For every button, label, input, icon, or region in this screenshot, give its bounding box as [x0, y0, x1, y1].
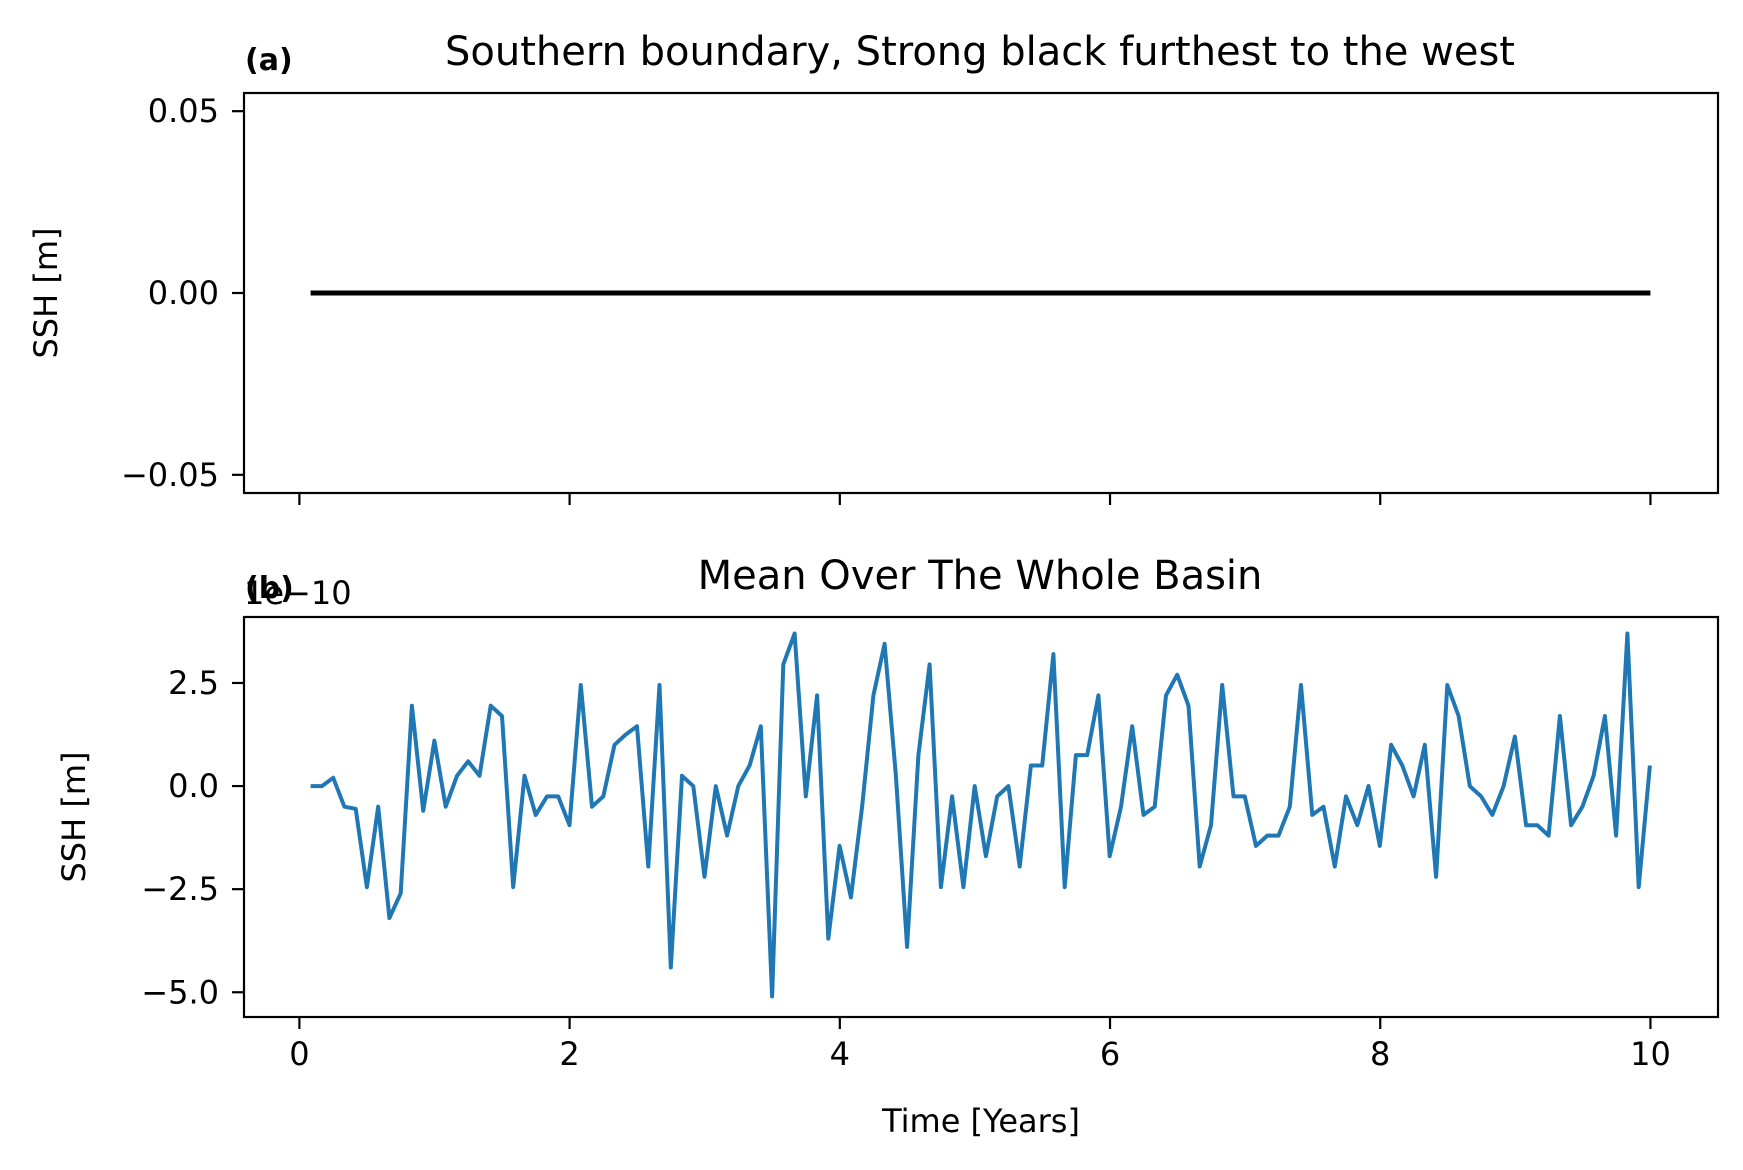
panel-b-line-layer [310, 631, 1652, 999]
panel-b-title: Mean Over The Whole Basin [698, 553, 1263, 599]
panel-b-xtick-label: 6 [1100, 1035, 1120, 1073]
panel-b-frame [242, 615, 1720, 1019]
panel-b-ytick-label: 2.5 [168, 664, 219, 702]
panel-a-frame [242, 91, 1720, 495]
panel-b-ytick-label: −2.5 [141, 870, 219, 908]
panel-a-ytick-label: −0.05 [121, 456, 219, 494]
panel-b-label: (b) [245, 571, 294, 606]
panel-b-ytick-label: −5.0 [141, 973, 219, 1011]
panel-b: 1e−10 (b) Mean Over The Whole Basin 0 2 4 6… [55, 553, 1720, 1140]
panel-b-series-line [310, 631, 1652, 999]
panel-b-ytick-label: 0.0 [168, 767, 219, 805]
panel-b-xtick-label: 8 [1370, 1035, 1390, 1073]
panel-b-xticks: 0 2 4 6 8 10 [289, 1017, 1671, 1073]
panel-a-label: (a) [245, 43, 293, 78]
panel-a-ylabel: SSH [m] [27, 228, 65, 359]
panel-b-xtick-label: 2 [559, 1035, 579, 1073]
panel-a-title: Southern boundary, Strong black furthest… [445, 29, 1515, 75]
panel-a-yticks: −0.05 0.00 0.05 [121, 92, 244, 494]
panel-b-offset-text: 1e−10 [244, 574, 352, 612]
panel-b-xlabel: Time [Years] [881, 1102, 1080, 1140]
panel-a-ytick-label: 0.00 [148, 274, 219, 312]
panel-b-ylabel: SSH [m] [55, 752, 93, 883]
panel-b-yticks: −5.0 −2.5 0.0 2.5 [141, 664, 244, 1011]
panel-a-ytick-label: 0.05 [148, 92, 219, 130]
panel-a-xticks [298, 493, 1652, 505]
panel-b-xtick-label: 4 [830, 1035, 850, 1073]
panel-a: (a) Southern boundary, Strong black furt… [27, 29, 1720, 505]
panel-b-xtick-label: 0 [289, 1035, 309, 1073]
panel-b-xtick-label: 10 [1630, 1035, 1671, 1073]
